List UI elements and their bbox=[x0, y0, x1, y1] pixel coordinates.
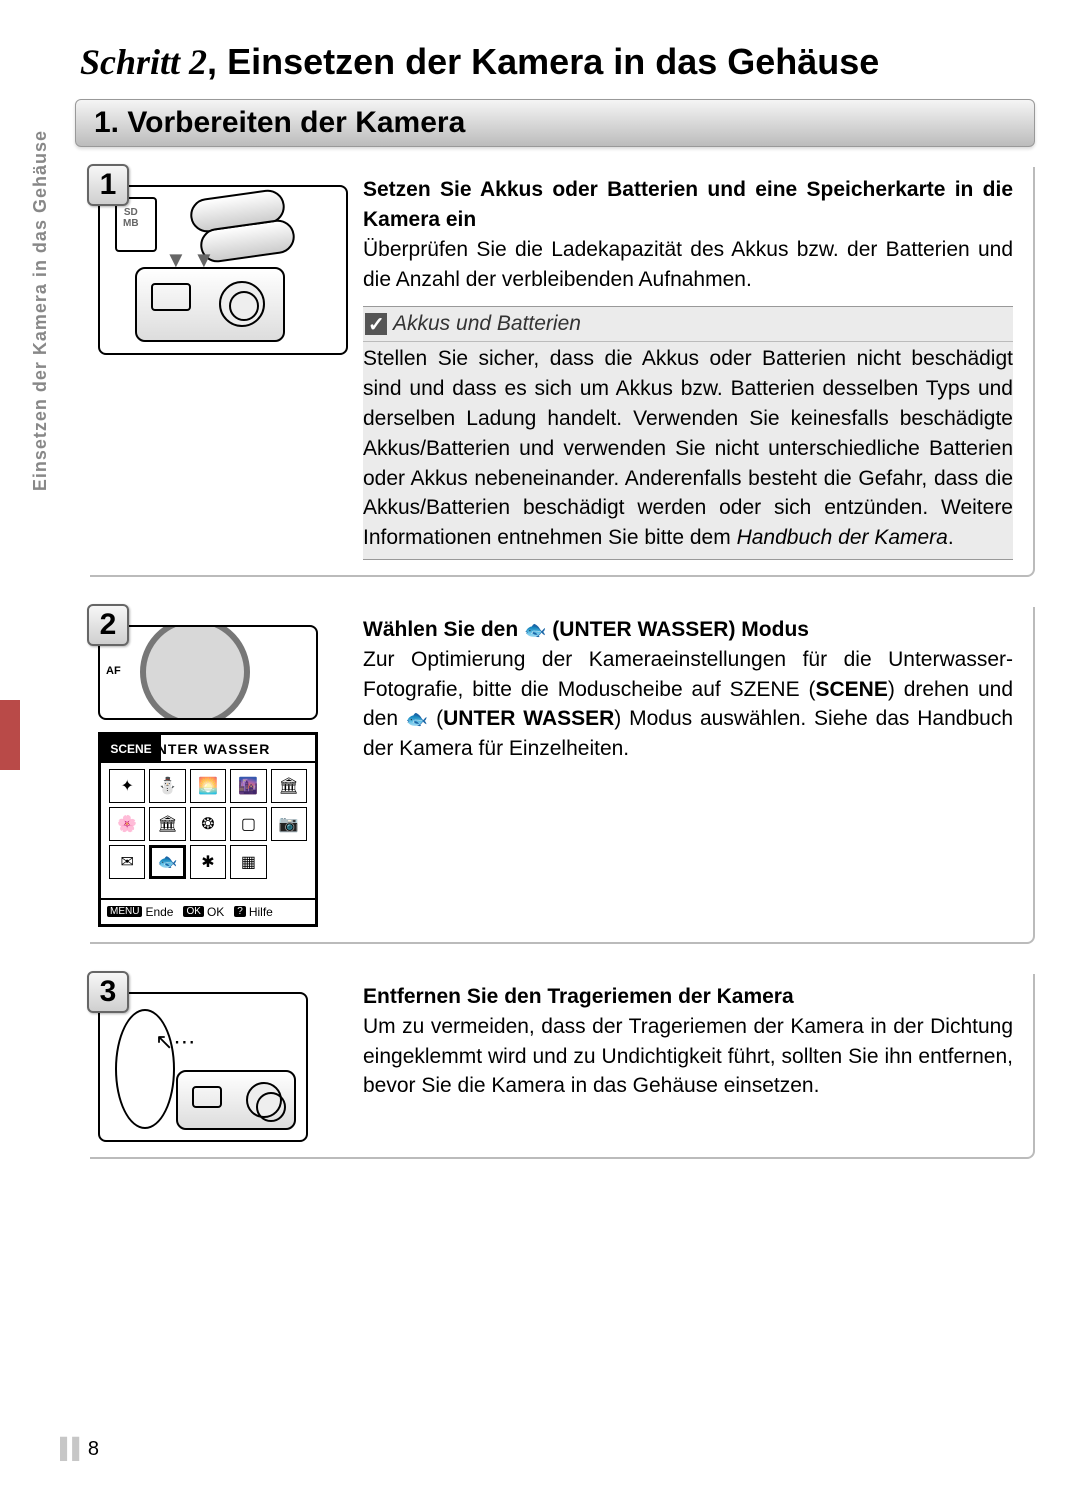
step-2-number: 2 bbox=[87, 604, 129, 646]
scene-cell: ✉ bbox=[109, 845, 145, 879]
side-tab: Einsetzen der Kamera in das Gehäuse bbox=[30, 130, 51, 491]
step-prefix: Schritt 2 bbox=[80, 42, 207, 82]
body-f: UNTER WASSER bbox=[443, 707, 614, 730]
title-comma: , bbox=[207, 41, 217, 82]
lead-a: Wählen Sie den bbox=[363, 618, 524, 641]
scene-cell: ▦ bbox=[230, 845, 266, 879]
step-1-number: 1 bbox=[87, 164, 129, 206]
step-2: 2 AF UNTER WASSER SCENE ✦ ⛄ 🌅 🌆 🏛 🌸 🏛 ❂ … bbox=[90, 607, 1035, 944]
note-body: Stellen Sie sicher, dass die Akkus oder … bbox=[363, 342, 1013, 559]
footer-help-label: Hilfe bbox=[249, 905, 273, 919]
note-body-c: . bbox=[948, 526, 954, 549]
scene-cell: ✱ bbox=[190, 845, 226, 879]
mode-dial-illustration: AF bbox=[98, 625, 318, 720]
scene-cell: 🌅 bbox=[190, 769, 226, 803]
menu-badge: MENU bbox=[107, 906, 142, 917]
lead-d: Modus bbox=[741, 618, 809, 641]
scene-menu-screen: UNTER WASSER SCENE ✦ ⛄ 🌅 🌆 🏛 🌸 🏛 ❂ ▢ 📷 ✉… bbox=[98, 732, 318, 927]
body-e: ( bbox=[428, 707, 443, 730]
page-number: 8 bbox=[60, 1438, 99, 1461]
step-2-text: Wählen Sie den 🐟 (UNTER WASSER) Modus Zu… bbox=[363, 615, 1013, 764]
battery-sd-illustration: ▼ ▼ bbox=[105, 192, 305, 272]
lens-icon bbox=[219, 281, 265, 327]
scene-cell-selected: 🐟 bbox=[149, 845, 185, 879]
note-body-italic: Handbuch der Kamera bbox=[737, 526, 948, 549]
step-1-illustration: ▼ ▼ bbox=[98, 185, 348, 355]
step-2-lead: Wählen Sie den 🐟 (UNTER WASSER) Modus bbox=[363, 615, 1013, 645]
step-1-lead: Setzen Sie Akkus oder Batterien und eine… bbox=[363, 175, 1013, 235]
scene-cell: ✦ bbox=[109, 769, 145, 803]
note-body-a: Stellen Sie sicher, dass die Akkus oder … bbox=[363, 347, 1013, 549]
section-header: 1. Vorbereiten der Kamera bbox=[75, 99, 1035, 147]
camera-icon bbox=[135, 267, 285, 342]
scene-icon-grid: ✦ ⛄ 🌅 🌆 🏛 🌸 🏛 ❂ ▢ 📷 ✉ 🐟 ✱ ▦ bbox=[109, 769, 307, 879]
scene-cell: ❂ bbox=[190, 807, 226, 841]
scene-cell: 🌆 bbox=[230, 769, 266, 803]
camera-screen-icon bbox=[192, 1086, 222, 1108]
scene-cell: 🏛 bbox=[271, 769, 307, 803]
scene-tab: SCENE bbox=[101, 735, 161, 763]
page-title: Schritt 2, Einsetzen der Kamera in das G… bbox=[80, 40, 1035, 84]
lead-c: (UNTER WASSER) bbox=[546, 618, 741, 641]
check-icon bbox=[365, 313, 387, 335]
fish-icon: 🐟 bbox=[406, 707, 428, 733]
scene-cell: 📷 bbox=[271, 807, 307, 841]
scene-screen-footer: MENUEnde OK OK ?Hilfe bbox=[101, 898, 315, 924]
step-3-number: 3 bbox=[87, 971, 129, 1013]
step-3: 3 ↖⋯ Entfernen Sie den Trageriemen der K… bbox=[90, 974, 1035, 1159]
note-title-text: Akkus und Batterien bbox=[393, 309, 581, 339]
title-main: Einsetzen der Kamera in das Gehäuse bbox=[217, 41, 879, 82]
arrow-icon: ↖⋯ bbox=[155, 1029, 195, 1055]
step-1-note: Akkus und Batterien Stellen Sie sicher, … bbox=[363, 306, 1013, 560]
step-3-text: Entfernen Sie den Trageriemen der Kamera… bbox=[363, 982, 1013, 1101]
section-heading: 1. Vorbereiten der Kamera bbox=[94, 106, 1016, 140]
step-1-body: Überprüfen Sie die Ladekapazität des Akk… bbox=[363, 235, 1013, 295]
step-2-illustration: AF UNTER WASSER SCENE ✦ ⛄ 🌅 🌆 🏛 🌸 🏛 ❂ ▢ … bbox=[98, 625, 348, 927]
body-b: SCENE bbox=[815, 678, 887, 701]
ok-badge: OK bbox=[183, 906, 203, 917]
note-title: Akkus und Batterien bbox=[363, 307, 1013, 342]
footer-menu: MENUEnde bbox=[107, 905, 173, 919]
footer-ok-label: OK bbox=[207, 905, 224, 919]
step-3-illustration: ↖⋯ bbox=[98, 992, 348, 1142]
scene-cell: 🏛 bbox=[149, 807, 185, 841]
step-3-lead: Entfernen Sie den Trageriemen der Kamera bbox=[363, 982, 1013, 1012]
step-1: 1 ▼ ▼ Setzen Sie Akkus oder Batterien un… bbox=[90, 167, 1035, 577]
fish-icon: 🐟 bbox=[524, 618, 546, 644]
camera-screen-icon bbox=[151, 283, 191, 311]
lens-icon bbox=[246, 1082, 282, 1118]
footer-ok: OK OK bbox=[183, 905, 224, 919]
strap-icon bbox=[115, 1009, 175, 1129]
dial-icon bbox=[140, 625, 250, 720]
strap-removal-illustration: ↖⋯ bbox=[98, 992, 308, 1142]
step-3-body: Um zu vermeiden, dass der Trageriemen de… bbox=[363, 1012, 1013, 1101]
help-badge: ? bbox=[234, 906, 246, 917]
scene-cell: ▢ bbox=[230, 807, 266, 841]
step-1-illustration-box: ▼ ▼ bbox=[98, 185, 348, 355]
footer-help: ?Hilfe bbox=[234, 905, 273, 919]
footer-ende-label: Ende bbox=[145, 905, 173, 919]
scene-cell: 🌸 bbox=[109, 807, 145, 841]
step-2-body: Zur Optimierung der Kameraeinstellungen … bbox=[363, 645, 1013, 764]
step-1-text: Setzen Sie Akkus oder Batterien und eine… bbox=[363, 175, 1013, 560]
red-edge-tab bbox=[0, 700, 20, 770]
dial-af-label: AF bbox=[106, 665, 121, 677]
scene-cell: ⛄ bbox=[149, 769, 185, 803]
camera-icon bbox=[176, 1070, 296, 1130]
